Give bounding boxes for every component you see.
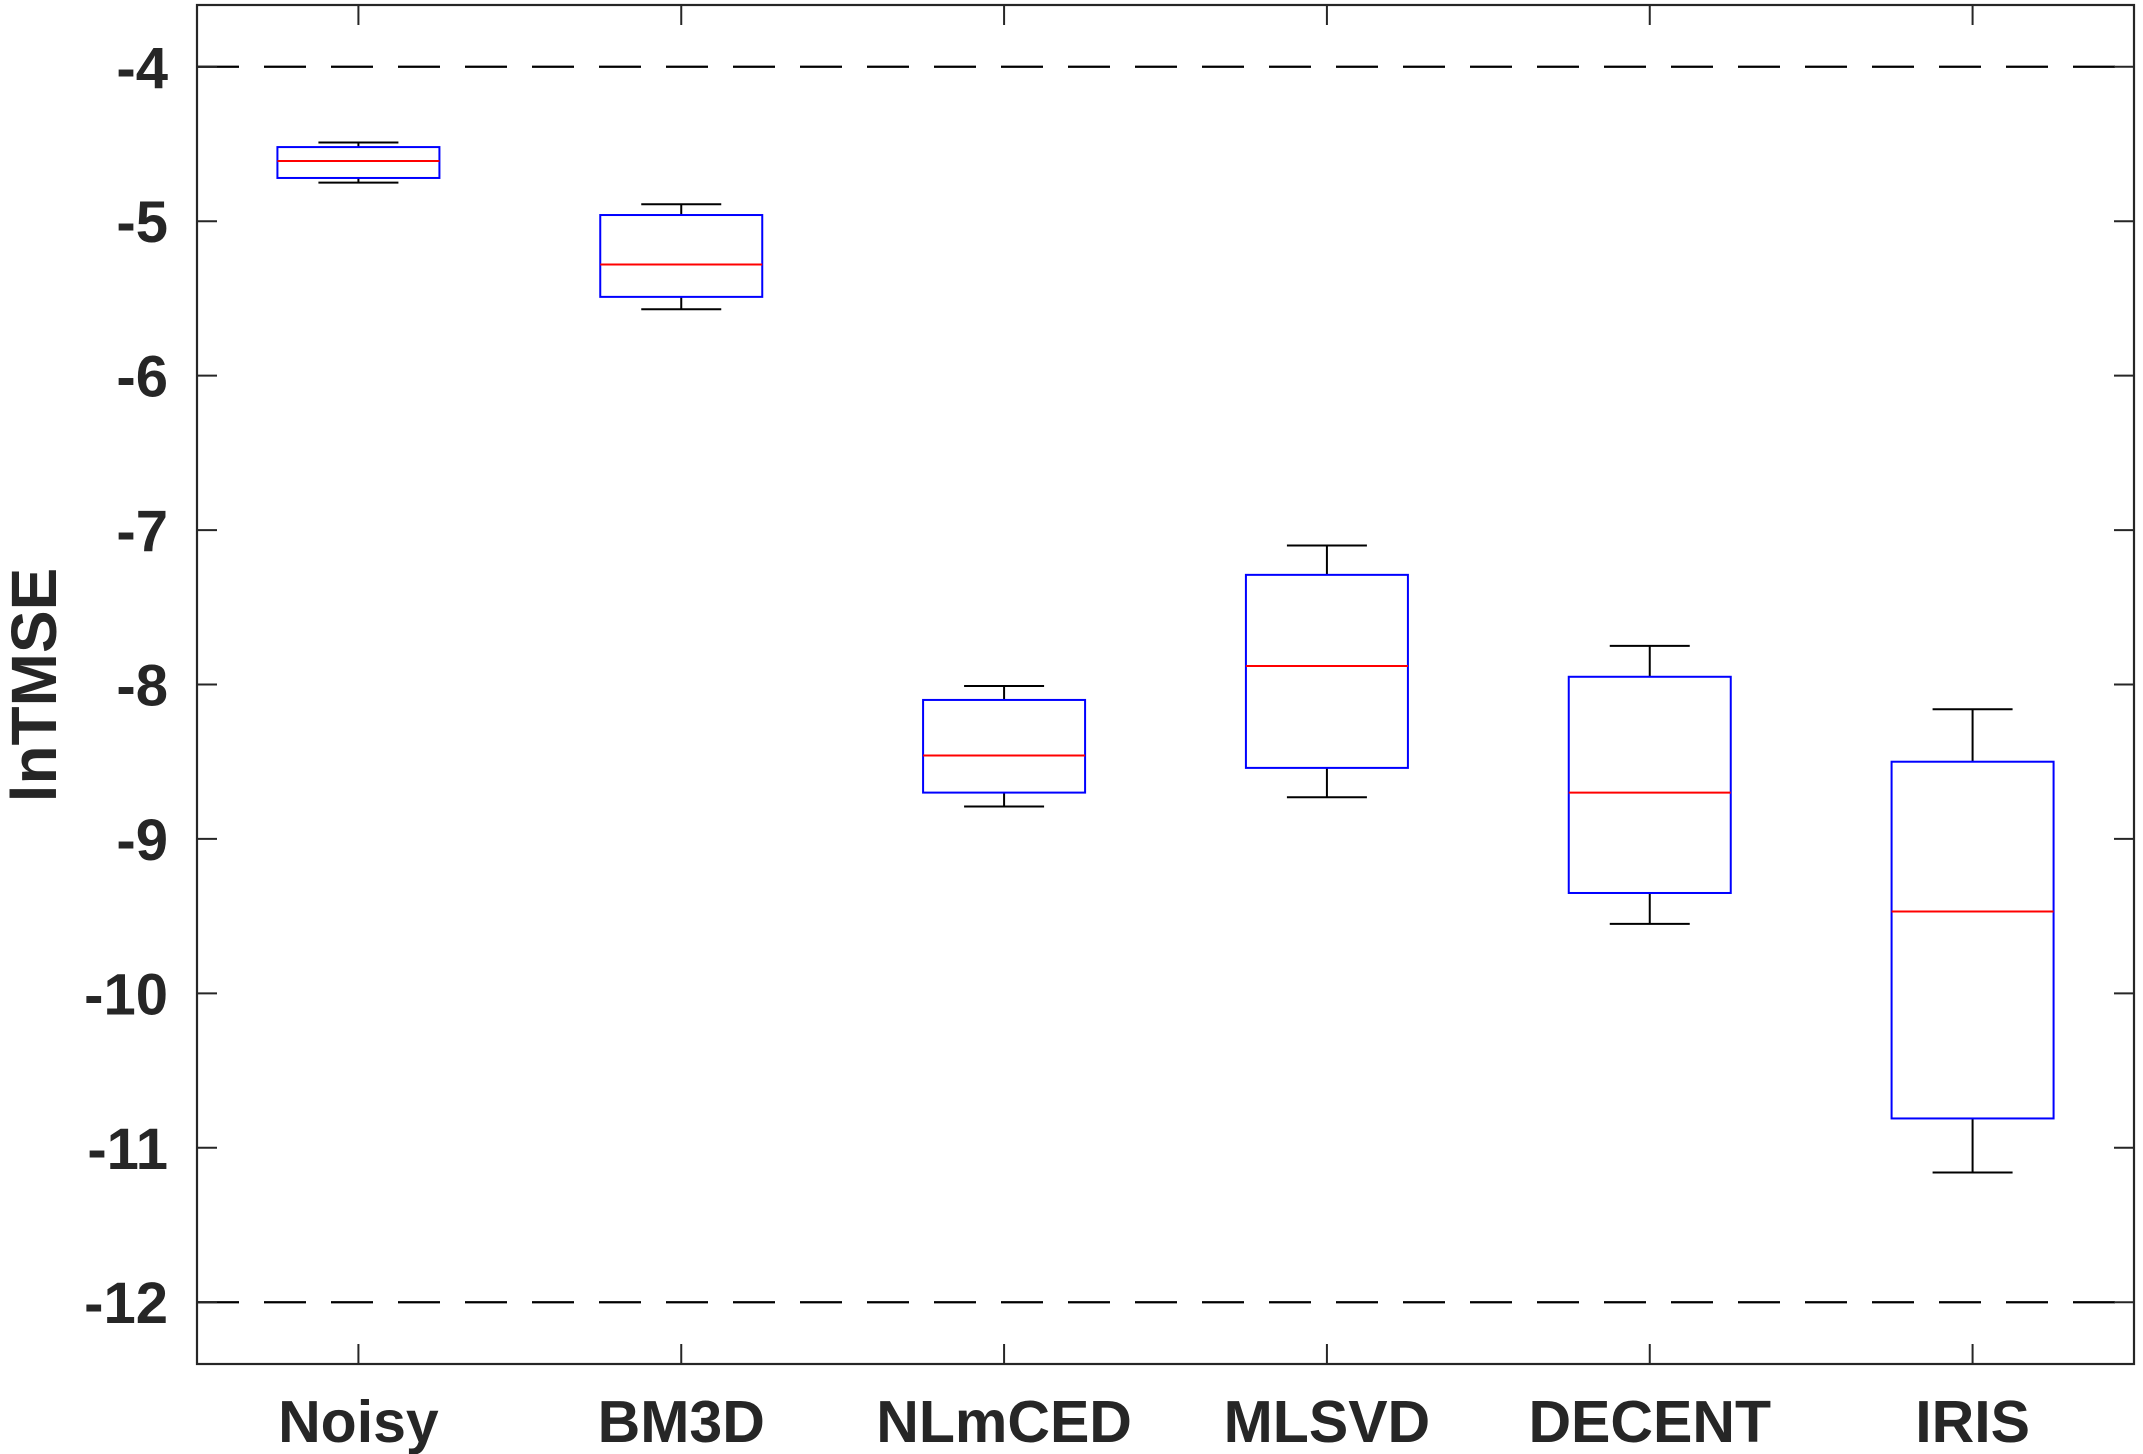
x-category-label: BM3D	[598, 1389, 765, 1454]
y-axis-title: lnTMSE	[0, 568, 70, 803]
y-tick-label: -10	[84, 962, 168, 1027]
y-tick-label: -6	[116, 345, 168, 410]
box-iris	[1890, 708, 2055, 1174]
y-tick-labels: -4 -5 -6 -7 -8 -9 -10 -11 -12	[84, 36, 168, 1336]
box-decent	[1567, 644, 1732, 925]
x-category-label: MLSVD	[1224, 1389, 1431, 1454]
iqr-box	[922, 698, 1087, 794]
x-tick-labels: Noisy BM3D NLmCED MLSVD DECENT IRIS	[278, 1389, 2030, 1454]
x-category-label: IRIS	[1915, 1389, 2030, 1454]
x-category-label: DECENT	[1528, 1389, 1771, 1454]
boxes	[276, 141, 2055, 1174]
y-tick-label: -9	[116, 808, 168, 873]
box-mlsvd	[1244, 544, 1409, 799]
reference-lines	[197, 65, 2134, 1304]
iqr-box	[599, 214, 764, 298]
box-nlmced	[922, 685, 1087, 808]
axes	[195, 3, 2136, 1366]
x-category-label: NLmCED	[876, 1389, 1132, 1454]
iqr-box	[1567, 675, 1732, 894]
iqr-box	[1244, 573, 1409, 769]
y-tick-label: -7	[116, 499, 168, 564]
y-tick-label: -11	[87, 1117, 168, 1182]
box-bm3d	[599, 203, 764, 311]
y-tick-label: -12	[84, 1271, 168, 1336]
iqr-box	[1890, 760, 2055, 1120]
x-category-label: Noisy	[278, 1389, 439, 1454]
y-tick-label: -8	[116, 654, 168, 719]
y-tick-label: -4	[116, 36, 168, 101]
iqr-box	[276, 146, 441, 179]
box-noisy	[276, 141, 441, 184]
y-tick-label: -5	[116, 190, 168, 255]
